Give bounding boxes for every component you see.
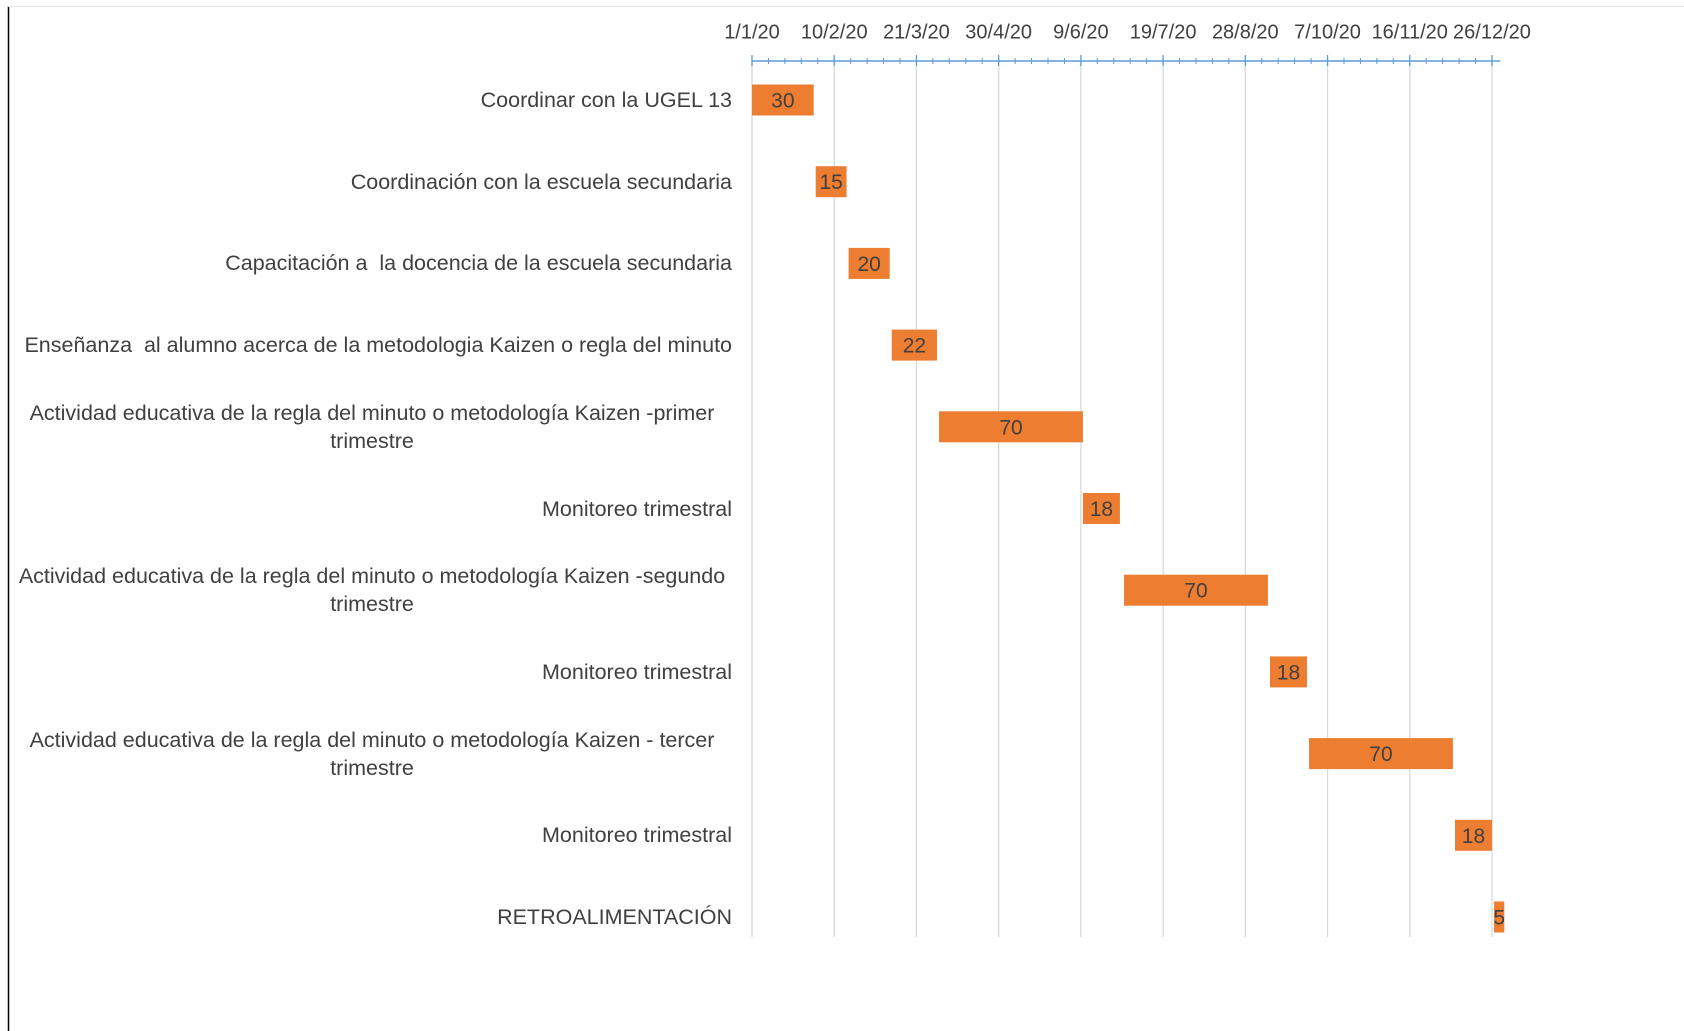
y-tick-label: RETROALIMENTACIÓN	[497, 905, 732, 929]
data-label: 18	[1462, 825, 1485, 848]
bar	[752, 84, 814, 116]
bar	[939, 411, 1083, 443]
bar	[891, 329, 937, 361]
x-tick-label: 7/10/20	[1294, 21, 1361, 43]
y-tick-label-box: Actividad educativa de la regla del minu…	[12, 399, 732, 455]
y-tick-label-box: Capacitación a la docencia de la escuela…	[12, 249, 732, 277]
bar	[1124, 574, 1268, 606]
y-tick-label: Coordinar con la UGEL 13	[480, 88, 732, 112]
y-tick-label-box: RETROALIMENTACIÓN	[12, 903, 732, 931]
y-tick-label: Enseñanza al alumno acerca de la metodol…	[24, 333, 732, 358]
y-tick-label-box: Coordinación con la escuela secundaria	[12, 168, 732, 196]
bar	[1309, 738, 1453, 770]
y-tick-label: Coordinación con la escuela secundaria	[350, 169, 732, 194]
y-tick-label-box: Monitoreo trimestral	[12, 658, 732, 686]
x-tick-label: 1/1/20	[724, 21, 780, 43]
x-tick-label: 28/8/20	[1212, 21, 1279, 43]
x-tick-label: 30/4/20	[965, 21, 1032, 43]
y-tick-label: Monitoreo trimestral	[542, 496, 732, 521]
y-tick-label: Capacitación a la docencia de la escuela…	[225, 251, 732, 276]
y-tick-label-box: Coordinar con la UGEL 13	[12, 86, 732, 114]
data-label: 22	[903, 335, 926, 358]
bar	[815, 166, 847, 198]
y-tick-label-box: Enseñanza al alumno acerca de la metodol…	[12, 331, 732, 359]
data-label: 15	[819, 171, 842, 194]
bar	[848, 247, 890, 279]
data-label: 20	[857, 253, 880, 276]
data-label: 18	[1277, 661, 1300, 684]
y-tick-label: Monitoreo trimestral	[542, 823, 732, 848]
bar	[1082, 493, 1120, 524]
bar	[1269, 656, 1307, 688]
x-tick-label: 16/11/20	[1372, 21, 1448, 43]
x-tick-label: 21/3/20	[883, 21, 950, 43]
y-tick-label: Actividad educativa de la regla del minu…	[18, 564, 732, 617]
bar	[1454, 819, 1492, 851]
data-label: 70	[1184, 580, 1207, 603]
y-tick-label-box: Monitoreo trimestral	[12, 821, 732, 849]
bar	[1494, 901, 1505, 933]
x-tick-label: 26/12/20	[1453, 21, 1531, 43]
x-tick-label: 9/6/20	[1053, 21, 1109, 43]
data-label: 18	[1090, 498, 1113, 521]
y-tick-label: Monitoreo trimestral	[542, 659, 732, 684]
x-tick-label: 19/7/20	[1130, 21, 1197, 43]
y-tick-label-box: Actividad educativa de la regla del minu…	[12, 562, 732, 618]
y-tick-label-box: Actividad educativa de la regla del minu…	[12, 726, 732, 782]
data-label: 70	[1369, 743, 1392, 766]
data-label: 30	[771, 90, 794, 113]
y-tick-label-box: Monitoreo trimestral	[12, 495, 732, 523]
data-label: 70	[999, 416, 1022, 439]
x-tick-label: 10/2/20	[801, 21, 868, 43]
y-tick-label: Actividad educativa de la regla del minu…	[29, 727, 721, 780]
data-label: 5	[1493, 907, 1505, 930]
y-tick-label: Actividad educativa de la regla del minu…	[29, 400, 721, 453]
